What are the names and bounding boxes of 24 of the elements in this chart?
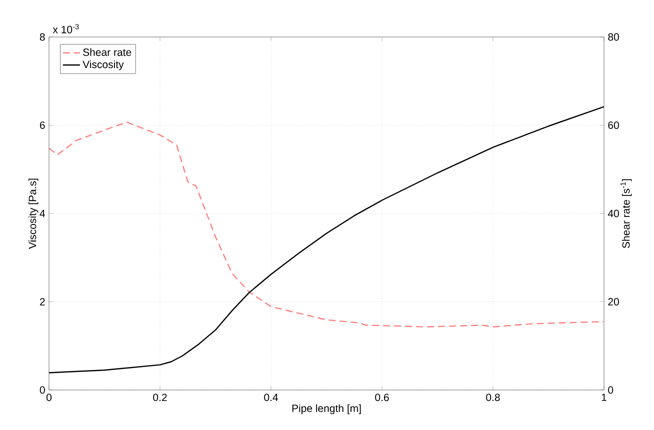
y-tick-label: 0 xyxy=(40,386,45,394)
legend-label: Viscosity xyxy=(82,60,124,70)
text: x 10$^{-3}$ xyxy=(52,24,79,34)
y2-tick-label: 20 xyxy=(608,298,619,306)
x-tick-label: 0.6 xyxy=(375,394,389,402)
legend-label: Shear rate xyxy=(83,48,132,56)
y-tick-label: 4 xyxy=(40,210,45,218)
y2-axis-title: Shear rate [s$^{-1}$] xyxy=(620,179,632,248)
x-tick-label: 0.4 xyxy=(264,394,278,402)
y-tick-label: 6 xyxy=(40,122,45,129)
y-axis-title: Viscosity [Pa.s] xyxy=(28,178,38,249)
x-tick-label: 0 xyxy=(46,394,52,402)
y2-tick-label: 0 xyxy=(608,386,614,394)
line-series xyxy=(48,122,605,328)
x-tick-label: 0.2 xyxy=(153,394,167,402)
y-tick-label: 8 xyxy=(40,33,45,41)
x-tick-label: 1 xyxy=(602,394,606,401)
line-series xyxy=(48,106,605,374)
x-axis-title: Pipe length [m] xyxy=(292,404,361,414)
y-tick-label: 2 xyxy=(40,298,45,306)
x-tick-label: 0.8 xyxy=(486,394,500,402)
y2-tick-label: 40 xyxy=(608,210,619,218)
y2-tick-label: 60 xyxy=(608,122,619,129)
y2-tick-label: 80 xyxy=(608,33,619,41)
